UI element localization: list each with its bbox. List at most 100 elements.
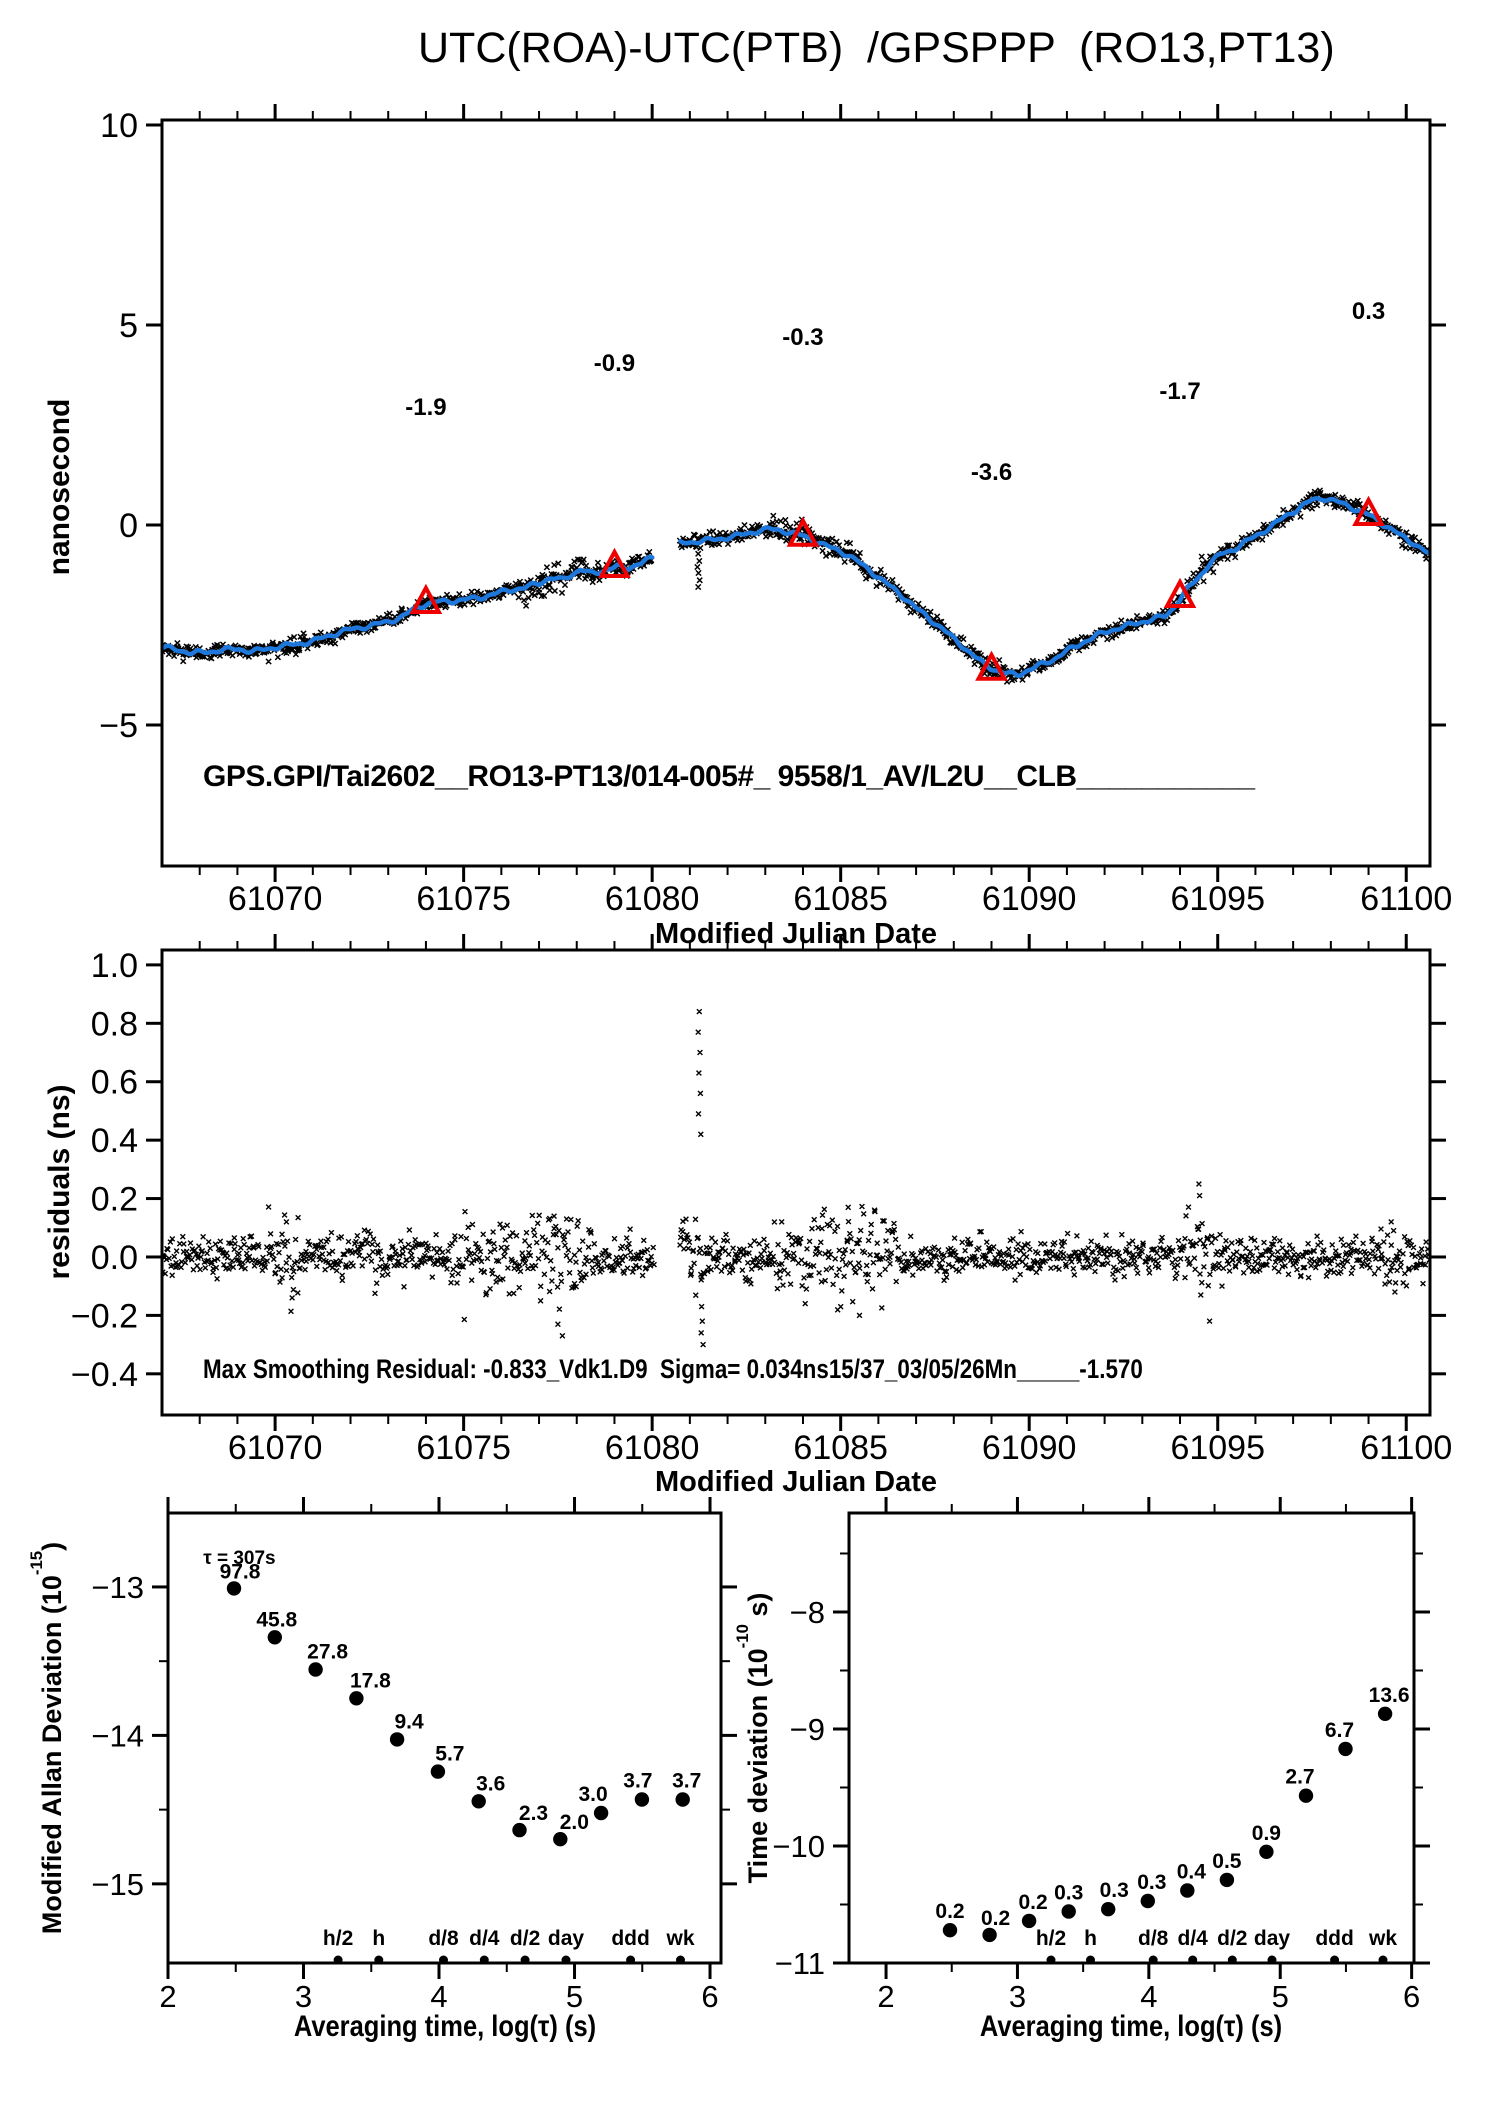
deviation-data-point xyxy=(1298,1788,1314,1803)
x-tick-label: 6 xyxy=(701,1979,718,2014)
x-tick-label: 5 xyxy=(1272,1979,1289,2014)
noise-scatter-marks xyxy=(163,487,1429,685)
time-tick-label: day xyxy=(548,1927,585,1950)
time-tick-label: h xyxy=(1084,1927,1097,1950)
point-value-label: -0.9 xyxy=(594,350,635,377)
x-tick-label: 61075 xyxy=(416,880,511,918)
mdev-y-label-base: Modified Allan Deviation (10 xyxy=(37,1575,67,1935)
deviation-value-label: 27.8 xyxy=(307,1641,348,1664)
time-tick-label: d/4 xyxy=(469,1927,500,1950)
time-tick-label: h/2 xyxy=(323,1927,353,1950)
x-tick-label: 6 xyxy=(1403,1979,1420,2014)
point-value-label: -0.3 xyxy=(782,324,823,351)
deviation-value-label: 3.6 xyxy=(476,1772,505,1795)
time-tick-label: ddd xyxy=(1315,1927,1353,1950)
deviation-data-point xyxy=(512,1822,527,1838)
y-tick-label: 10 xyxy=(100,107,138,145)
x-tick-label: 3 xyxy=(1009,1979,1026,2014)
deviation-value-label: 2.7 xyxy=(1285,1766,1314,1789)
y-tick-label: −10 xyxy=(772,1829,825,1864)
x-tick-label: 61080 xyxy=(605,880,700,918)
residuals-panel: 61070 61075 61080 61085 61090 61095 61100 1.0 0.… xyxy=(71,934,1452,1467)
figure-title: UTC(ROA)-UTC(PTB) /GPSPPP (RO13,PT13) xyxy=(418,24,1335,72)
y-tick-label: −9 xyxy=(790,1712,825,1747)
y-tick-label: 1.0 xyxy=(91,947,138,985)
deviation-value-label: 0.2 xyxy=(1018,1891,1047,1914)
tdev-x-axis-label: Averaging time, log(τ) (s) xyxy=(979,2010,1283,2043)
calibration-triangle-marker xyxy=(1163,577,1197,608)
tdev-y-label-base: Time deviation (10 xyxy=(743,1648,773,1884)
deviation-data-point xyxy=(1021,1913,1037,1929)
deviation-data-point xyxy=(1338,1741,1353,1757)
deviation-value-label: 13.6 xyxy=(1369,1684,1410,1707)
y-tick-label: −8 xyxy=(790,1595,825,1630)
x-tick-label: 61085 xyxy=(793,880,888,918)
time-tick-label: d/8 xyxy=(428,1927,459,1950)
x-tick-label: 5 xyxy=(566,1979,583,2014)
deviation-value-label: 3.7 xyxy=(623,1770,652,1793)
deviation-data-point xyxy=(267,1630,282,1645)
deviation-data-point xyxy=(1377,1706,1393,1722)
deviation-value-label: 0.2 xyxy=(935,1900,964,1923)
deviation-data-point xyxy=(1180,1883,1195,1898)
deviation-data-point xyxy=(675,1792,690,1807)
deviation-value-label: 5.7 xyxy=(435,1743,464,1766)
tdev-y-axis-label: Time deviation (10-10 s) xyxy=(733,1593,774,1884)
x-tick-label: 2 xyxy=(877,1979,894,2014)
y-tick-label: 0.0 xyxy=(91,1239,138,1277)
deviation-data-point xyxy=(1219,1872,1235,1888)
deviation-data-point xyxy=(226,1581,242,1596)
x-tick-label: 4 xyxy=(1140,1979,1157,2014)
x-tick-label: 61075 xyxy=(416,1429,511,1467)
deviation-value-label: 3.0 xyxy=(578,1783,607,1806)
y-tick-label: 0.2 xyxy=(91,1181,138,1219)
x-tick-label: 61070 xyxy=(228,880,323,918)
time-tick-label: d/8 xyxy=(1138,1927,1169,1950)
y-tick-label: −13 xyxy=(91,1570,144,1605)
deviation-value-label: 2.0 xyxy=(560,1811,589,1834)
mdev-y-label-sup: -15 xyxy=(26,1550,46,1576)
x-tick-label: 61095 xyxy=(1170,880,1265,918)
tdev-y-label-sup: -10 xyxy=(732,1624,752,1649)
x-tick-label: 61095 xyxy=(1170,1429,1265,1467)
deviation-data-point xyxy=(471,1794,486,1809)
deviation-value-label: 0.9 xyxy=(1252,1822,1281,1845)
time-tick-label: d/2 xyxy=(510,1927,540,1950)
deviation-value-label: 0.2 xyxy=(981,1907,1010,1930)
top-annotation-text: GPS.GPI/Tai2602__RO13-PT13/014-005#_ 955… xyxy=(203,760,1255,793)
tdev-panel: 0.2 0.2 0.2 0.3 0.3 0.3 0.4 0.5 0.9 2.7 6.7 13.6 h/2… xyxy=(772,1497,1430,2014)
mdev-panel: 97.8 45.8 27.817.89.4 5.7 3.6 2.3 2.0 3.0 3.7 3.7… xyxy=(91,1497,737,2014)
deviation-value-label: 97.8 xyxy=(220,1560,261,1583)
smoothed-line xyxy=(678,496,1429,679)
deviation-data-point xyxy=(942,1923,958,1938)
time-tick-label: wk xyxy=(665,1927,694,1950)
time-tick-label: day xyxy=(1254,1927,1291,1950)
y-tick-label: 0.8 xyxy=(91,1005,138,1043)
mdev-y-axis-label: Modified Allan Deviation (10-15) xyxy=(27,1542,68,1935)
deviation-value-label: 9.4 xyxy=(394,1710,424,1733)
deviation-data-point xyxy=(308,1662,323,1677)
top-x-axis-label: Modified Julian Date xyxy=(655,918,937,950)
y-tick-label: −14 xyxy=(91,1718,144,1753)
data-layer xyxy=(163,1008,1429,1348)
deviation-data-point xyxy=(430,1764,446,1779)
residuals-y-axis-label: residuals (ns) xyxy=(43,1084,76,1280)
time-tick-label: d/4 xyxy=(1178,1927,1209,1950)
point-value-label: 0.3 xyxy=(1352,298,1385,325)
y-tick-label: 0.6 xyxy=(91,1064,138,1102)
time-tick-label: d/2 xyxy=(1217,1927,1247,1950)
x-tick-label: 61085 xyxy=(793,1429,888,1467)
deviation-data-point xyxy=(1101,1902,1116,1917)
deviation-data-point xyxy=(1140,1893,1156,1909)
data-layer xyxy=(163,487,1429,685)
deviation-value-label: 0.3 xyxy=(1054,1882,1083,1905)
deviation-data-point xyxy=(349,1691,364,1706)
calibration-triangle-marker xyxy=(786,516,820,547)
x-tick-label: 61080 xyxy=(605,1429,700,1467)
point-value-label: -1.7 xyxy=(1159,378,1200,405)
axes-frame: 2 3 4 5 6 −8 −9 −10 −11 xyxy=(772,1497,1430,2014)
deviation-data-point xyxy=(1061,1904,1076,1919)
